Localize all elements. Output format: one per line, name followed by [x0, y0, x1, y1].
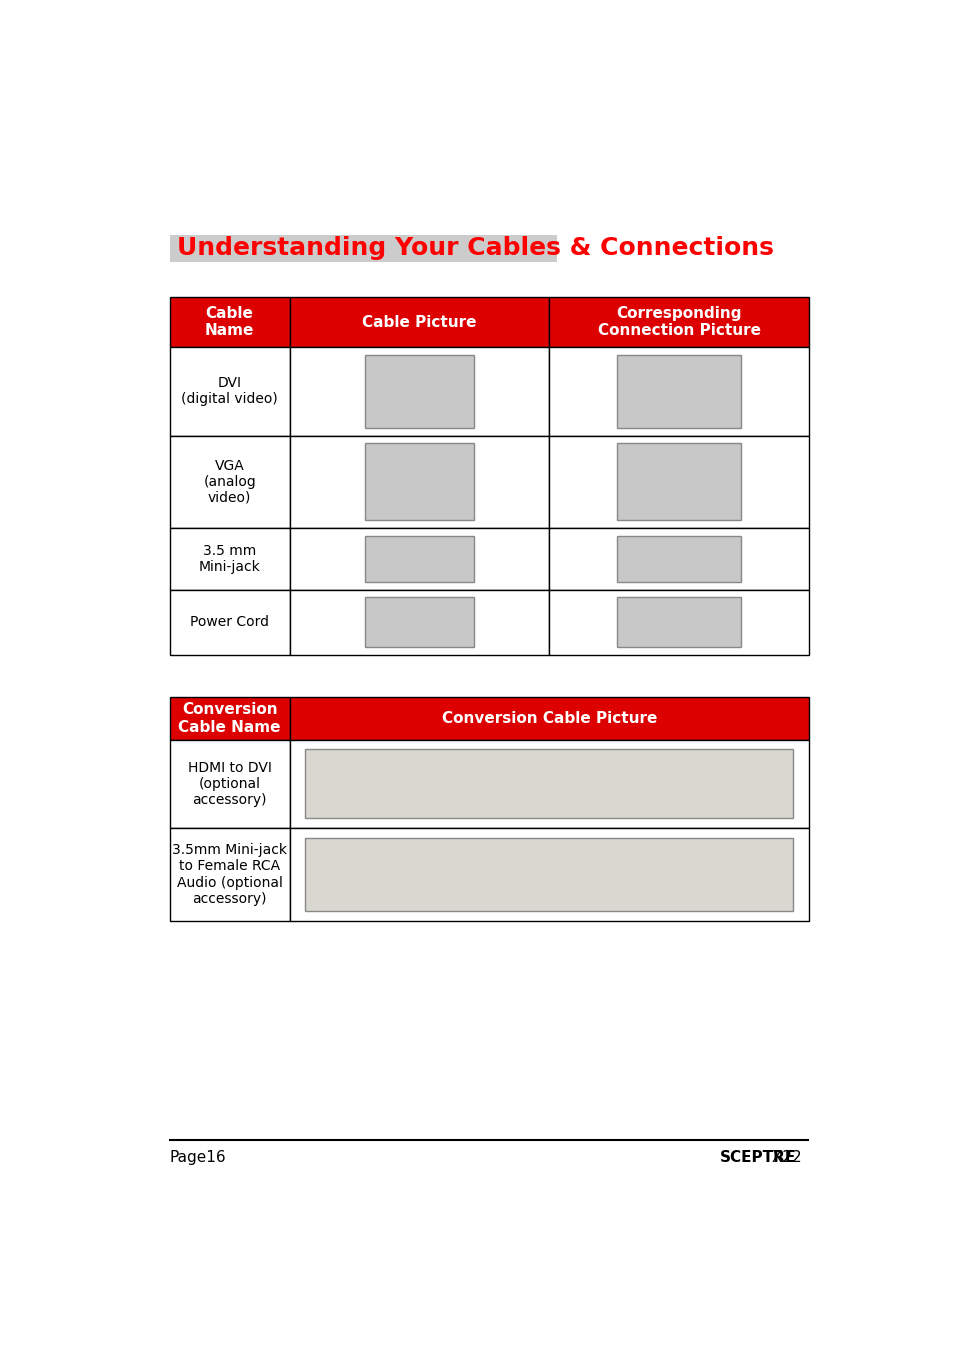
Bar [549, 529, 808, 589]
Bar [305, 837, 793, 911]
Text: Cable Picture: Cable Picture [362, 315, 476, 330]
Bar [290, 698, 808, 740]
Bar [549, 435, 808, 529]
Text: VGA
(analog
video): VGA (analog video) [203, 458, 255, 506]
Text: Cable
Name: Cable Name [205, 306, 254, 338]
Bar [170, 829, 290, 921]
Text: Understanding Your Cables & Connections: Understanding Your Cables & Connections [177, 237, 774, 261]
Bar [290, 435, 549, 529]
Text: Corresponding
Connection Picture: Corresponding Connection Picture [598, 306, 760, 338]
Bar [170, 698, 290, 740]
Bar [170, 589, 290, 654]
Text: Conversion
Cable Name: Conversion Cable Name [178, 703, 280, 734]
Bar [617, 535, 740, 581]
Bar [365, 354, 474, 427]
Text: HDMI to DVI
(optional
accessory): HDMI to DVI (optional accessory) [188, 761, 272, 807]
Bar [365, 598, 474, 648]
Text: DVI
(digital video): DVI (digital video) [181, 376, 277, 407]
Bar [617, 443, 740, 521]
Text: Page16: Page16 [170, 1149, 226, 1164]
Bar [305, 749, 793, 818]
Text: Power Cord: Power Cord [190, 615, 269, 629]
Bar [549, 297, 808, 347]
Text: 3.5 mm
Mini-jack: 3.5 mm Mini-jack [198, 544, 260, 573]
Bar [170, 235, 557, 261]
Text: Conversion Cable Picture: Conversion Cable Picture [441, 711, 657, 726]
Bar [365, 535, 474, 581]
Bar [170, 740, 290, 829]
Bar [290, 297, 549, 347]
Bar [549, 589, 808, 654]
Text: SCEPTRE: SCEPTRE [720, 1149, 796, 1164]
Bar [365, 443, 474, 521]
Bar [170, 529, 290, 589]
Text: 3.5mm Mini-jack
to Female RCA
Audio (optional
accessory): 3.5mm Mini-jack to Female RCA Audio (opt… [172, 844, 287, 906]
Bar [549, 347, 808, 435]
Bar [290, 529, 549, 589]
Bar [617, 354, 740, 427]
Bar [290, 589, 549, 654]
Text: X22: X22 [766, 1149, 801, 1164]
Bar [170, 347, 290, 435]
Bar [290, 347, 549, 435]
Bar [290, 740, 808, 829]
Bar [170, 435, 290, 529]
Bar [617, 598, 740, 648]
Bar [170, 297, 290, 347]
Bar [290, 829, 808, 921]
